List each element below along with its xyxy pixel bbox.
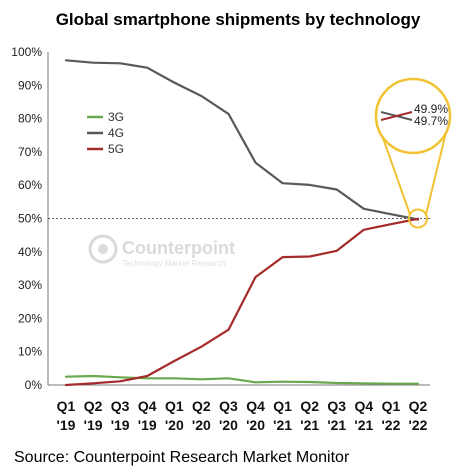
series-line-5g bbox=[64, 217, 420, 387]
x-tick-label-year: '22 bbox=[381, 417, 400, 433]
y-tick-label: 30% bbox=[18, 278, 42, 292]
callout-value-5g: 49.9% bbox=[414, 102, 448, 116]
counterpoint-watermark: Counterpoint Technology Market Research bbox=[88, 234, 235, 268]
x-tick-label-year: '19 bbox=[111, 417, 130, 433]
legend-label-3g: 3G bbox=[108, 110, 124, 124]
axis-layer: 0% 10% 20% 30% 40% 50% 60% 70% 80% 90% 100% bbox=[11, 45, 430, 392]
x-tick-label-year: '20 bbox=[192, 417, 211, 433]
watermark-tagline: Technology Market Research bbox=[122, 259, 226, 268]
x-tick-label-year: '21 bbox=[273, 417, 292, 433]
y-tick-label: 60% bbox=[18, 178, 42, 192]
x-tick-label-quarter: Q4 bbox=[355, 398, 374, 414]
y-tick-label: 90% bbox=[18, 78, 42, 92]
zoom-callout: 49.9%49.7% bbox=[374, 77, 452, 229]
y-tick-label: 50% bbox=[18, 212, 42, 226]
x-tick-label-quarter: Q1 bbox=[165, 398, 184, 414]
x-tick-label-year: '19 bbox=[138, 417, 157, 433]
x-tick-label-year: '20 bbox=[246, 417, 265, 433]
callout-source-ring bbox=[408, 208, 428, 229]
x-tick-label-quarter: Q4 bbox=[138, 398, 157, 414]
callout-value-4g: 49.7% bbox=[414, 114, 448, 128]
y-tick-label: 20% bbox=[18, 311, 42, 325]
x-tick-label-quarter: Q3 bbox=[111, 398, 130, 414]
callout-zoom-line-5g bbox=[380, 111, 413, 121]
watermark-logo-dot bbox=[98, 244, 108, 254]
x-tick-label-quarter: Q1 bbox=[57, 398, 76, 414]
series-line-3g bbox=[64, 374, 420, 385]
source-note: Source: Counterpoint Research Market Mon… bbox=[14, 449, 350, 466]
x-tick-label-quarter: Q4 bbox=[246, 398, 265, 414]
x-tick-label-year: '22 bbox=[409, 417, 428, 433]
watermark-logo-icon bbox=[88, 234, 118, 264]
legend: 3G 4G 5G bbox=[87, 110, 124, 156]
y-tick-label: 40% bbox=[18, 245, 42, 259]
watermark-name: Counterpoint bbox=[122, 238, 235, 258]
x-tick-label-year: '19 bbox=[57, 417, 76, 433]
x-tick-label-quarter: Q2 bbox=[300, 398, 319, 414]
callout-connector-right bbox=[425, 123, 449, 215]
callout-bubble bbox=[374, 77, 452, 155]
x-tick-label-quarter: Q3 bbox=[219, 398, 238, 414]
x-tick-label-year: '21 bbox=[300, 417, 319, 433]
y-tick-label: 80% bbox=[18, 112, 42, 126]
y-tick-label: 10% bbox=[18, 345, 42, 359]
series-line-4g bbox=[64, 59, 420, 221]
x-tick-label-quarter: Q2 bbox=[192, 398, 211, 414]
x-tick-label-quarter: Q2 bbox=[84, 398, 103, 414]
x-tick-label-year: '21 bbox=[354, 417, 373, 433]
x-tick-label-quarter: Q1 bbox=[273, 398, 292, 414]
y-tick-label: 70% bbox=[18, 145, 42, 159]
x-tick-label-quarter: Q2 bbox=[409, 398, 428, 414]
y-tick-label: 0% bbox=[25, 378, 43, 392]
x-tick-label-quarter: Q1 bbox=[382, 398, 401, 414]
x-axis: Q1 '19 Q2 '19 Q3 '19 Q4 '19 Q1 '20 Q2 '20 Q3 '20 Q4 '20… bbox=[57, 398, 428, 433]
y-tick-label: 100% bbox=[11, 45, 42, 59]
x-tick-label-year: '21 bbox=[327, 417, 346, 433]
x-tick-label-year: '19 bbox=[84, 417, 103, 433]
legend-label-4g: 4G bbox=[108, 126, 124, 140]
series-layer bbox=[64, 59, 420, 387]
x-tick-label-year: '20 bbox=[219, 417, 238, 433]
chart-title: Global smartphone shipments by technolog… bbox=[55, 10, 421, 29]
x-tick-label-year: '20 bbox=[165, 417, 184, 433]
x-tick-label-quarter: Q3 bbox=[327, 398, 346, 414]
legend-label-5g: 5G bbox=[108, 142, 124, 156]
